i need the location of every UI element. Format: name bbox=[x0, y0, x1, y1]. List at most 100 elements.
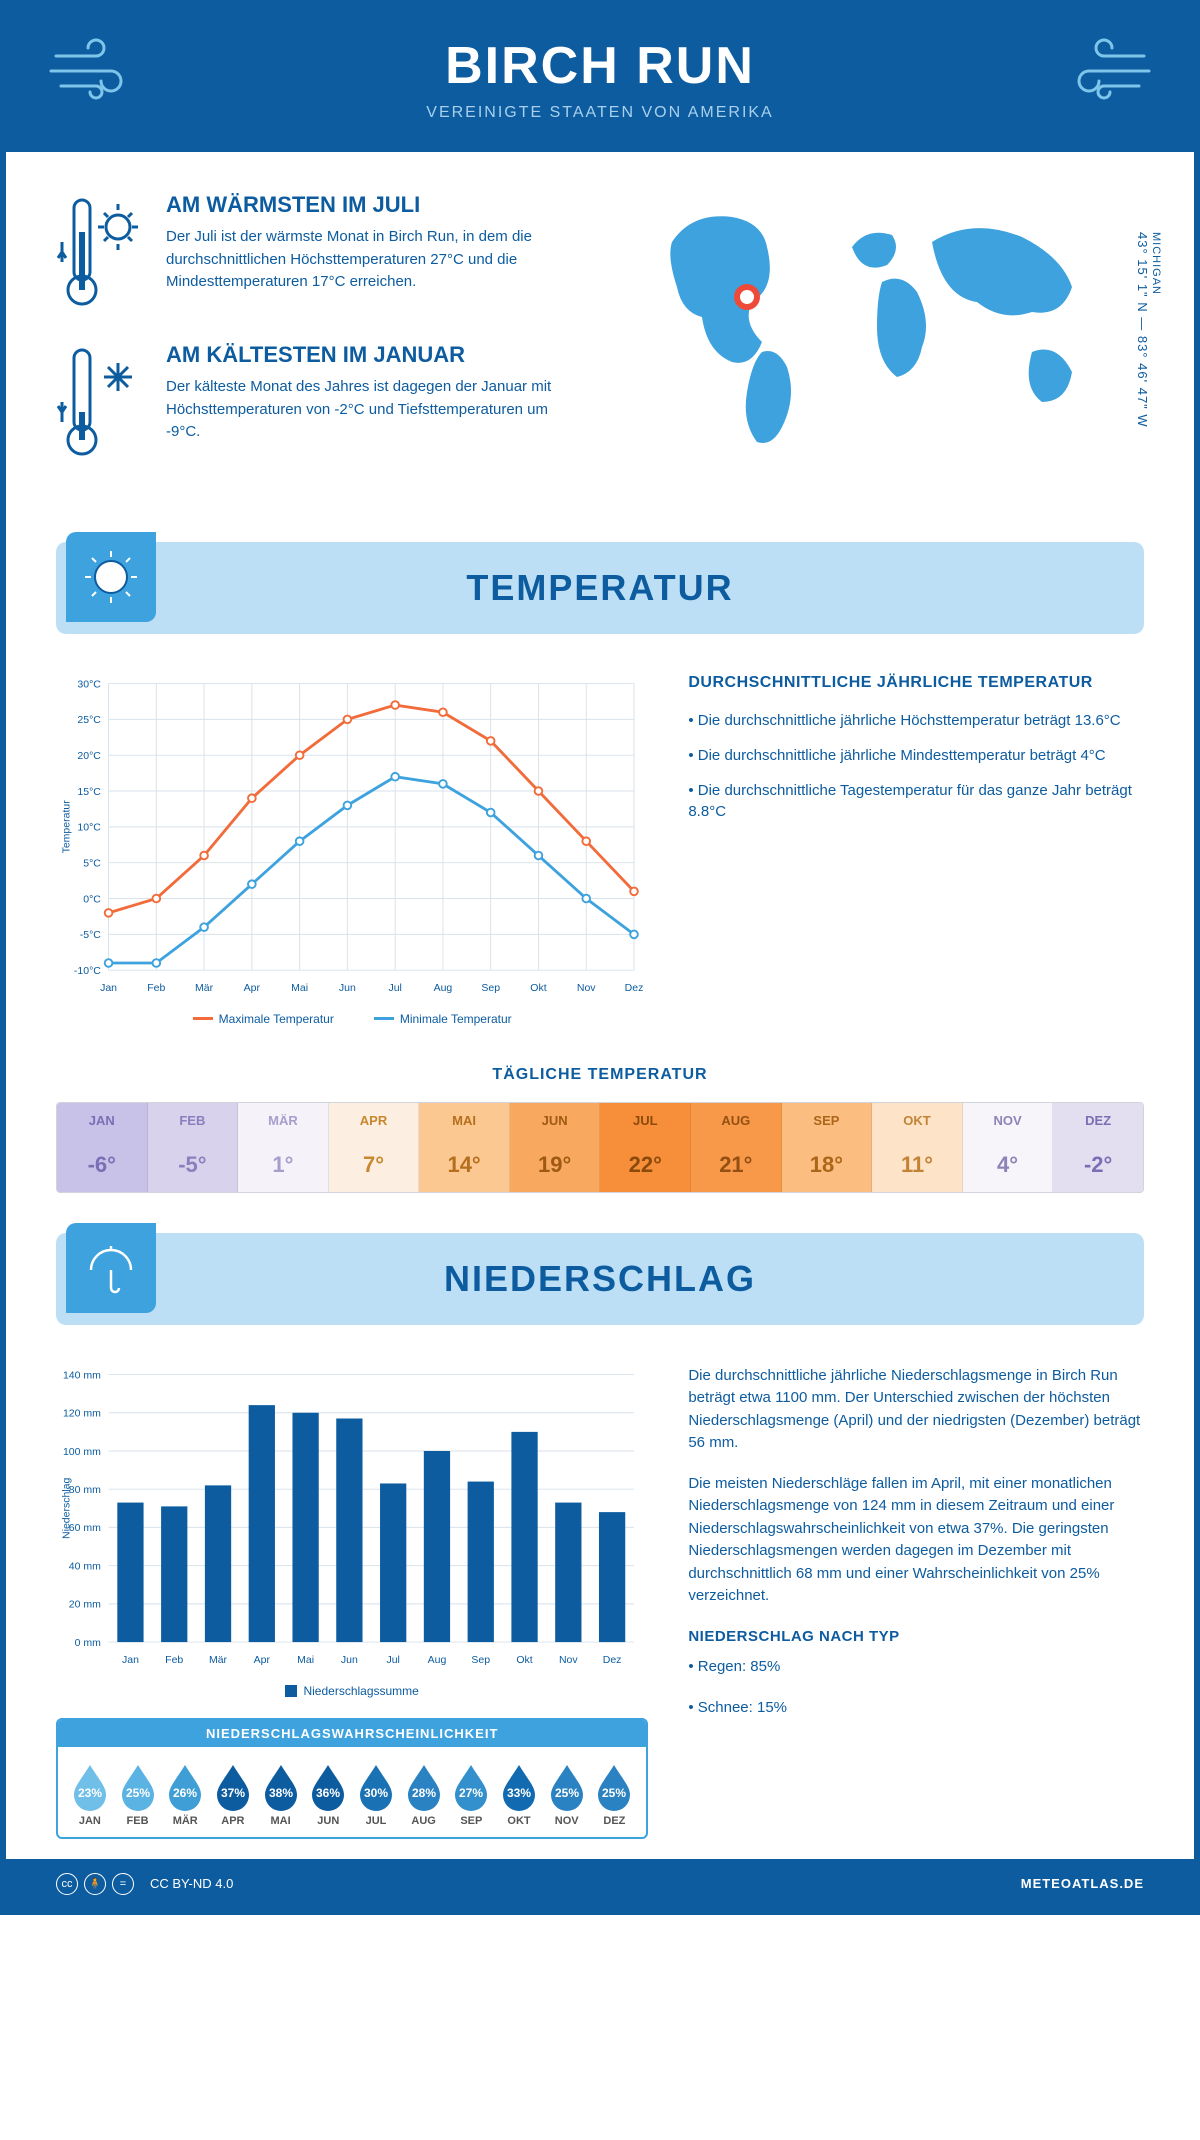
svg-text:Apr: Apr bbox=[254, 1654, 271, 1666]
wind-icon bbox=[46, 36, 146, 106]
temp-side-title: DURCHSCHNITTLICHE JÄHRLICHE TEMPERATUR bbox=[688, 674, 1144, 692]
precip-prob-drop: 25% NOV bbox=[545, 1761, 589, 1827]
precip-prob-drop: 26% MÄR bbox=[163, 1761, 207, 1827]
svg-text:20 mm: 20 mm bbox=[69, 1598, 101, 1610]
svg-text:15°C: 15°C bbox=[77, 786, 101, 798]
svg-text:Sep: Sep bbox=[471, 1654, 490, 1666]
precip-bar-chart: 0 mm20 mm40 mm60 mm80 mm100 mm120 mm140 … bbox=[56, 1365, 648, 1671]
precip-prob-drop: 30% JUL bbox=[354, 1761, 398, 1827]
precip-type-rain: • Regen: 85% bbox=[688, 1656, 1144, 1679]
svg-text:Apr: Apr bbox=[244, 982, 261, 994]
daily-temp-grid: JAN -6° FEB -5° MÄR 1° APR 7° MAI 14° JU… bbox=[56, 1102, 1144, 1193]
warmest-text: Der Juli ist der wärmste Monat in Birch … bbox=[166, 226, 580, 294]
daily-temp-cell: NOV 4° bbox=[963, 1103, 1054, 1192]
svg-text:25%: 25% bbox=[126, 1786, 150, 1800]
svg-text:Feb: Feb bbox=[165, 1654, 183, 1666]
svg-text:10°C: 10°C bbox=[77, 822, 101, 834]
precip-legend: Niederschlagssumme bbox=[56, 1684, 648, 1698]
sun-icon bbox=[66, 532, 156, 622]
intro-section: AM WÄRMSTEN IM JULI Der Juli ist der wär… bbox=[6, 152, 1194, 522]
svg-text:Dez: Dez bbox=[603, 1654, 622, 1666]
cc-icon: cc bbox=[56, 1873, 78, 1895]
nd-icon: = bbox=[112, 1873, 134, 1895]
license-block: cc 🧍 = CC BY-ND 4.0 bbox=[56, 1873, 233, 1895]
svg-text:Jan: Jan bbox=[122, 1654, 139, 1666]
svg-text:Aug: Aug bbox=[434, 982, 453, 994]
coordinates-label: MICHIGAN43° 15' 1" N — 83° 46' 47" W bbox=[1135, 232, 1162, 428]
svg-text:Nov: Nov bbox=[559, 1654, 578, 1666]
precip-probability-box: NIEDERSCHLAGSWAHRSCHEINLICHKEIT 23% JAN … bbox=[56, 1718, 648, 1839]
precip-prob-drop: 27% SEP bbox=[449, 1761, 493, 1827]
precip-prob-drop: 33% OKT bbox=[497, 1761, 541, 1827]
daily-temp-cell: AUG 21° bbox=[691, 1103, 782, 1192]
svg-text:27%: 27% bbox=[459, 1786, 483, 1800]
daily-temp-cell: FEB -5° bbox=[148, 1103, 239, 1192]
temperature-body: -10°C-5°C0°C5°C10°C15°C20°C25°C30°CJanFe… bbox=[6, 654, 1194, 1036]
temperature-legend: Maximale Temperatur Minimale Temperatur bbox=[56, 1012, 648, 1026]
temp-bullet-3: • Die durchschnittliche Tagestemperatur … bbox=[688, 780, 1144, 822]
svg-text:28%: 28% bbox=[412, 1786, 436, 1800]
world-map bbox=[620, 192, 1144, 452]
svg-text:5°C: 5°C bbox=[83, 858, 101, 870]
svg-text:Jun: Jun bbox=[341, 1654, 358, 1666]
infographic-container: BIRCH RUN VEREINIGTE STAATEN VON AMERIKA… bbox=[0, 0, 1200, 1915]
thermometer-cold-icon bbox=[56, 342, 146, 462]
svg-text:Dez: Dez bbox=[625, 982, 644, 994]
coldest-text: Der kälteste Monat des Jahres ist dagege… bbox=[166, 376, 580, 444]
daily-temp-cell: APR 7° bbox=[329, 1103, 420, 1192]
daily-temp-cell: JUL 22° bbox=[600, 1103, 691, 1192]
svg-text:40 mm: 40 mm bbox=[69, 1560, 101, 1572]
svg-text:Mär: Mär bbox=[195, 982, 214, 994]
precip-body: 0 mm20 mm40 mm60 mm80 mm100 mm120 mm140 … bbox=[6, 1345, 1194, 1859]
svg-text:120 mm: 120 mm bbox=[63, 1407, 101, 1419]
thermometer-hot-icon bbox=[56, 192, 146, 312]
footer-bar: cc 🧍 = CC BY-ND 4.0 METEOATLAS.DE bbox=[6, 1859, 1194, 1909]
daily-temp-cell: JUN 19° bbox=[510, 1103, 601, 1192]
daily-temp-title: TÄGLICHE TEMPERATUR bbox=[6, 1066, 1194, 1084]
temperature-banner: TEMPERATUR bbox=[56, 542, 1144, 634]
svg-text:25°C: 25°C bbox=[77, 714, 101, 726]
svg-text:Okt: Okt bbox=[530, 982, 546, 994]
svg-text:37%: 37% bbox=[221, 1786, 245, 1800]
precip-prob-drop: 25% DEZ bbox=[592, 1761, 636, 1827]
svg-text:33%: 33% bbox=[507, 1786, 531, 1800]
svg-text:Aug: Aug bbox=[428, 1654, 447, 1666]
precip-prob-drop: 36% JUN bbox=[306, 1761, 350, 1827]
precip-type-title: NIEDERSCHLAG NACH TYP bbox=[688, 1626, 1144, 1649]
svg-text:25%: 25% bbox=[602, 1786, 626, 1800]
wind-icon bbox=[1054, 36, 1154, 106]
license-text: CC BY-ND 4.0 bbox=[150, 1876, 233, 1891]
precip-heading: NIEDERSCHLAG bbox=[86, 1258, 1114, 1300]
svg-text:26%: 26% bbox=[173, 1786, 197, 1800]
daily-temp-cell: JAN -6° bbox=[57, 1103, 148, 1192]
precip-prob-title: NIEDERSCHLAGSWAHRSCHEINLICHKEIT bbox=[58, 1720, 646, 1747]
temperature-line-chart: -10°C-5°C0°C5°C10°C15°C20°C25°C30°CJanFe… bbox=[56, 674, 648, 999]
coldest-block: AM KÄLTESTEN IM JANUAR Der kälteste Mona… bbox=[56, 342, 580, 462]
by-icon: 🧍 bbox=[84, 1873, 106, 1895]
svg-text:-10°C: -10°C bbox=[74, 965, 101, 977]
coldest-title: AM KÄLTESTEN IM JANUAR bbox=[166, 342, 580, 368]
svg-text:Sep: Sep bbox=[481, 982, 500, 994]
page-subtitle: VEREINIGTE STAATEN VON AMERIKA bbox=[26, 104, 1174, 122]
header-banner: BIRCH RUN VEREINIGTE STAATEN VON AMERIKA bbox=[6, 6, 1194, 152]
daily-temp-cell: OKT 11° bbox=[872, 1103, 963, 1192]
precip-para-2: Die meisten Niederschläge fallen im Apri… bbox=[688, 1473, 1144, 1608]
svg-text:25%: 25% bbox=[555, 1786, 579, 1800]
svg-text:Mai: Mai bbox=[291, 982, 308, 994]
svg-text:140 mm: 140 mm bbox=[63, 1369, 101, 1381]
warmest-title: AM WÄRMSTEN IM JULI bbox=[166, 192, 580, 218]
svg-text:Jul: Jul bbox=[388, 982, 401, 994]
svg-text:Jul: Jul bbox=[386, 1654, 399, 1666]
svg-text:30%: 30% bbox=[364, 1786, 388, 1800]
svg-text:-5°C: -5°C bbox=[80, 929, 102, 941]
precip-prob-drop: 28% AUG bbox=[402, 1761, 446, 1827]
daily-temp-cell: SEP 18° bbox=[782, 1103, 873, 1192]
svg-text:Jun: Jun bbox=[339, 982, 356, 994]
svg-text:Nov: Nov bbox=[577, 982, 596, 994]
temp-bullet-1: • Die durchschnittliche jährliche Höchst… bbox=[688, 710, 1144, 731]
precip-prob-drop: 25% FEB bbox=[116, 1761, 160, 1827]
svg-text:Niederschlag: Niederschlag bbox=[60, 1477, 72, 1538]
svg-text:38%: 38% bbox=[269, 1786, 293, 1800]
temp-bullet-2: • Die durchschnittliche jährliche Mindes… bbox=[688, 745, 1144, 766]
daily-temp-cell: DEZ -2° bbox=[1053, 1103, 1143, 1192]
